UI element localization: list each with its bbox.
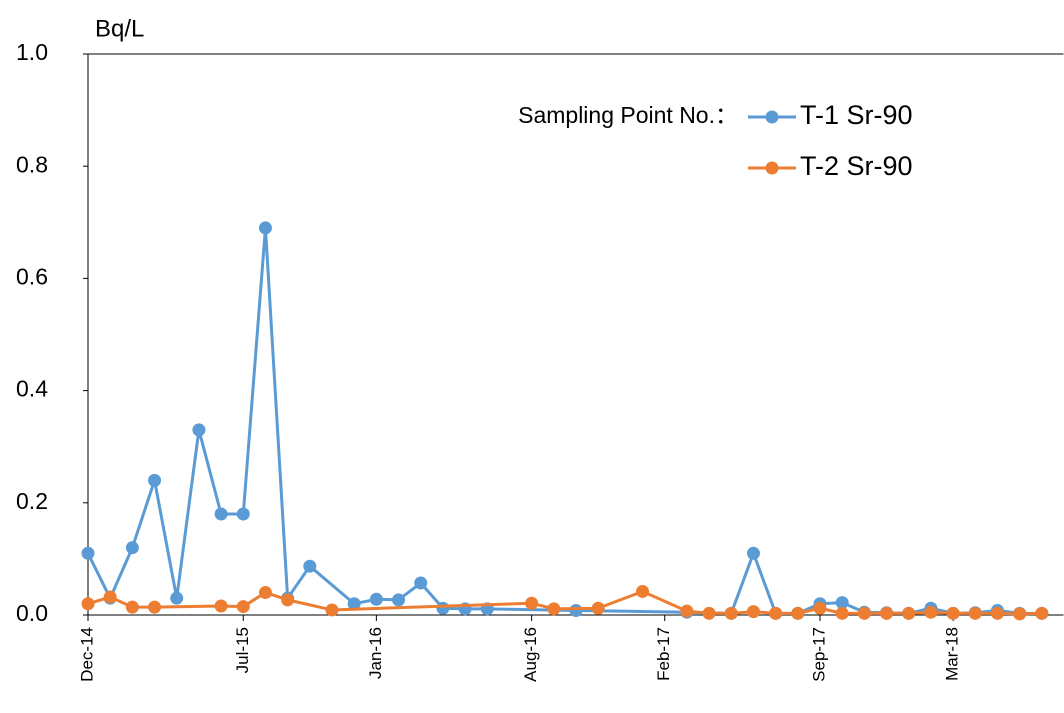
y-tick-label: 0.0 [16,600,48,626]
data-point [702,606,716,620]
x-tick-label: Jan-16 [366,627,385,679]
x-tick-label: Dec-14 [77,627,96,682]
data-point [148,473,162,487]
data-point [414,576,428,590]
data-point [81,546,95,560]
data-point [591,601,605,615]
x-tick-label: Mar-18 [943,627,962,681]
data-point [924,605,938,619]
data-point [125,600,139,614]
y-axis-label: Bq/L [95,15,144,42]
data-point [125,541,139,555]
legend-label: T-1 Sr-90 [800,100,913,130]
data-point [148,600,162,614]
data-point [236,600,250,614]
data-point [990,606,1004,620]
data-point [258,586,272,600]
data-point [214,599,228,613]
legend-label: T-2 Sr-90 [800,151,913,181]
data-point [525,596,539,610]
data-point [746,546,760,560]
data-point [103,590,117,604]
data-point [236,507,250,521]
data-point [857,606,871,620]
legend-title: Sampling Point No.： [518,102,738,128]
data-point [281,593,295,607]
plot-area [81,221,1049,621]
data-point [81,597,95,611]
data-point [902,606,916,620]
data-point [791,606,805,620]
data-point [813,601,827,615]
data-point [569,604,583,618]
data-point [392,593,406,607]
data-point [170,591,184,605]
x-tick-label: Jul-15 [233,627,252,673]
y-tick-label: 0.4 [16,376,48,402]
data-point [436,601,450,615]
data-point [369,592,383,606]
data-point [680,604,694,618]
data-point [769,606,783,620]
data-point [636,584,650,598]
data-point [835,606,849,620]
data-point [880,606,894,620]
data-point [1035,606,1049,620]
x-tick-label: Aug-16 [521,627,540,682]
data-point [303,559,317,573]
data-point [746,605,760,619]
y-tick-label: 0.2 [16,488,48,514]
legend-marker [765,161,779,175]
y-tick-label: 1.0 [16,39,48,65]
x-tick-label: Feb-17 [654,627,673,681]
data-point [1013,607,1027,621]
series-line [86,226,1042,615]
y-tick-label: 0.6 [16,263,48,289]
y-tick-label: 0.8 [16,151,48,177]
data-point [347,597,361,611]
data-point [214,507,228,521]
data-point [258,221,272,235]
data-point [946,606,960,620]
data-point [192,423,206,437]
x-tick-label: Sep-17 [809,627,828,682]
legend-marker [765,110,779,124]
data-point [968,606,982,620]
data-point [325,603,339,617]
data-point [724,606,738,620]
data-point [547,602,561,616]
data-point [835,596,849,610]
